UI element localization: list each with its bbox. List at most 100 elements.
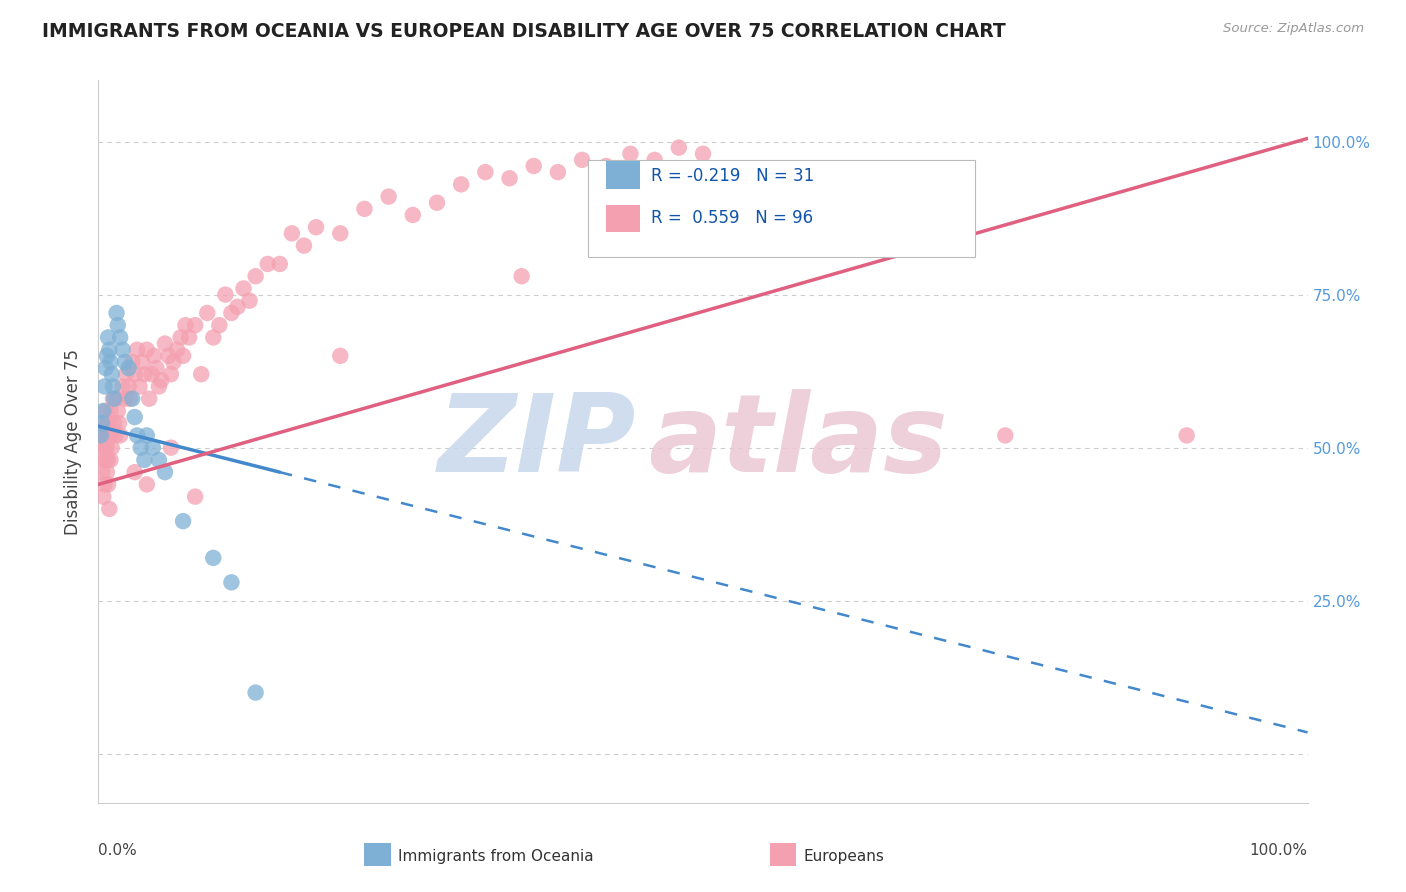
Point: [94, 441, 117, 455]
Point: [145, 361, 167, 376]
Point: [108, 428, 131, 442]
Point: [595, 159, 617, 173]
Point: [153, 336, 176, 351]
Point: [104, 428, 127, 442]
Point: [111, 379, 134, 393]
Point: [135, 477, 157, 491]
Point: [107, 318, 129, 333]
Point: [450, 178, 472, 192]
Point: [150, 373, 173, 387]
Point: [96, 465, 118, 479]
Point: [619, 146, 641, 161]
Point: [121, 355, 143, 369]
Point: [108, 330, 131, 344]
Point: [644, 153, 666, 167]
Point: [245, 685, 267, 699]
Point: [184, 490, 207, 504]
Point: [93, 428, 115, 442]
Point: [96, 416, 118, 430]
Point: [214, 287, 236, 301]
Point: [100, 441, 122, 455]
Point: [160, 367, 183, 381]
Point: [138, 392, 160, 406]
Point: [142, 441, 165, 455]
Point: [93, 453, 115, 467]
Point: [202, 550, 225, 565]
Point: [281, 227, 304, 241]
Point: [128, 379, 150, 393]
Point: [221, 306, 243, 320]
Point: [329, 349, 352, 363]
Point: [305, 220, 328, 235]
Point: [329, 227, 352, 241]
Point: [172, 349, 194, 363]
Text: Europeans: Europeans: [803, 849, 884, 863]
Point: [256, 257, 278, 271]
Point: [134, 453, 156, 467]
Point: [94, 361, 117, 376]
Point: [426, 195, 449, 210]
Point: [160, 441, 183, 455]
Point: [100, 404, 122, 418]
Point: [100, 367, 122, 381]
Point: [208, 318, 231, 333]
Point: [96, 349, 118, 363]
Point: [162, 355, 184, 369]
Point: [107, 404, 129, 418]
Point: [97, 428, 120, 442]
Point: [153, 465, 176, 479]
Point: [127, 428, 149, 442]
Point: [91, 416, 114, 430]
Point: [98, 343, 121, 357]
Text: IMMIGRANTS FROM OCEANIA VS EUROPEAN DISABILITY AGE OVER 75 CORRELATION CHART: IMMIGRANTS FROM OCEANIA VS EUROPEAN DISA…: [42, 22, 1005, 41]
Point: [91, 404, 114, 418]
Point: [124, 410, 146, 425]
Point: [96, 441, 118, 455]
Point: [195, 306, 218, 320]
Point: [91, 416, 114, 430]
Point: [135, 428, 157, 442]
Point: [402, 208, 425, 222]
Point: [232, 281, 254, 295]
Point: [245, 269, 267, 284]
Point: [97, 453, 120, 467]
Point: [166, 343, 188, 357]
Point: [118, 361, 141, 376]
Point: [668, 141, 690, 155]
Point: [100, 355, 122, 369]
Point: [103, 416, 125, 430]
Point: [510, 269, 533, 284]
Point: [692, 146, 714, 161]
FancyBboxPatch shape: [769, 843, 796, 866]
Point: [148, 379, 170, 393]
Point: [101, 379, 124, 393]
Text: Source: ZipAtlas.com: Source: ZipAtlas.com: [1223, 22, 1364, 36]
Point: [124, 367, 146, 381]
Point: [226, 300, 249, 314]
Point: [100, 428, 122, 442]
Point: [97, 477, 120, 491]
Point: [190, 367, 212, 381]
Point: [523, 159, 546, 173]
Point: [141, 367, 163, 381]
Point: [292, 238, 315, 252]
Text: R = -0.219   N = 31: R = -0.219 N = 31: [651, 168, 814, 186]
Point: [118, 379, 141, 393]
Text: R =  0.559   N = 96: R = 0.559 N = 96: [651, 210, 813, 227]
Text: Immigrants from Oceania: Immigrants from Oceania: [398, 849, 593, 863]
Point: [498, 171, 520, 186]
Point: [101, 392, 124, 406]
Point: [172, 514, 194, 528]
Point: [202, 330, 225, 344]
FancyBboxPatch shape: [606, 161, 640, 189]
Text: atlas: atlas: [648, 389, 948, 494]
Point: [114, 392, 136, 406]
Point: [90, 428, 112, 442]
Point: [98, 416, 121, 430]
Point: [127, 343, 149, 357]
Point: [547, 165, 569, 179]
Point: [100, 453, 122, 467]
Point: [239, 293, 262, 308]
Point: [269, 257, 291, 271]
Point: [994, 428, 1017, 442]
